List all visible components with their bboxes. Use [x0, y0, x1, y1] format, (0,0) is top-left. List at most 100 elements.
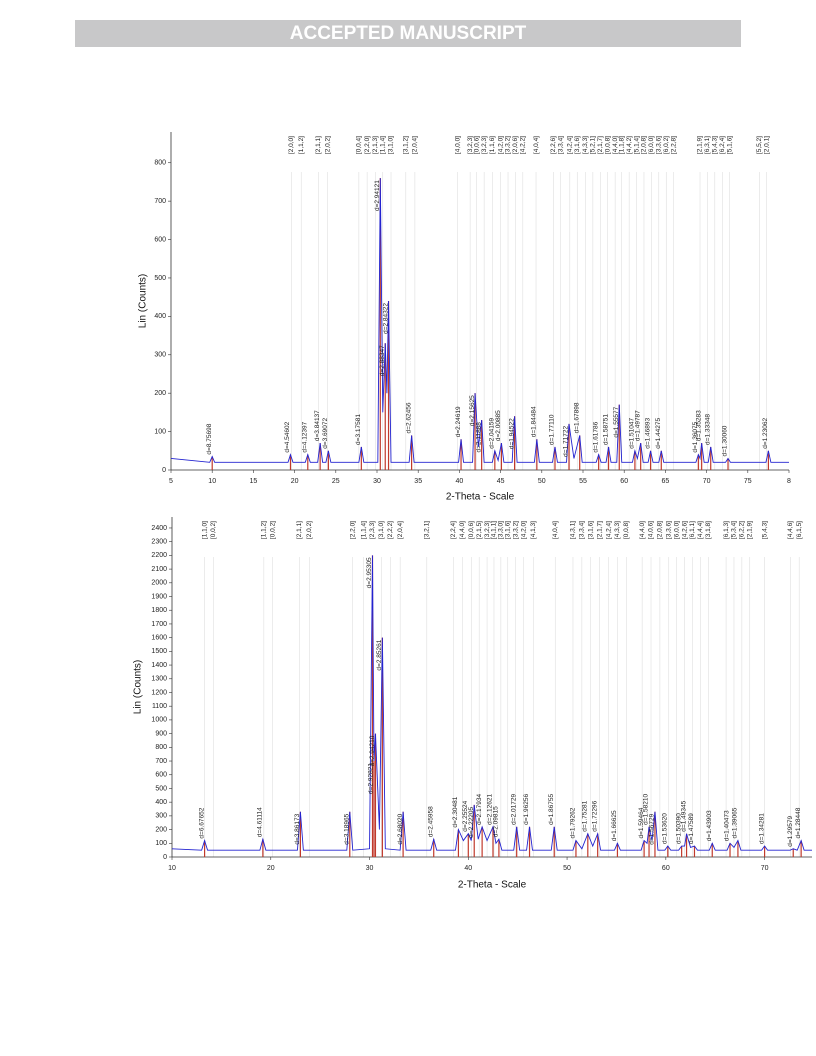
- chart: [2,0,0] [1,1,2] [2,1,1] [2,0,2] [0,0,4] [2,2,…: [138, 132, 791, 503]
- chart: [1,1,0] [0,0,2] [1,1,2] [0,0,2] [2,1,1] [2,0,…: [133, 517, 812, 891]
- y-tick-label: 800: [154, 160, 166, 167]
- hkl-label: [3,3,2]: [505, 136, 512, 154]
- d-spacing-label: d=1.47589: [688, 813, 695, 844]
- hkl-label: [4,2,4]: [605, 521, 612, 539]
- y-tick-label: 1200: [151, 689, 167, 696]
- y-tick-label: 700: [155, 758, 167, 765]
- hkl-label: [2,0,0]: [288, 136, 295, 154]
- d-spacing-label: d=2.04159: [489, 418, 496, 449]
- d-spacing-label: d=1.56729: [649, 813, 656, 844]
- hkl-label: [2,0,4]: [397, 521, 404, 539]
- y-tick-label: 1000: [151, 717, 167, 724]
- hkl-label: [6,1,5]: [796, 521, 803, 539]
- d-spacing-label: d=1.29579: [787, 815, 794, 846]
- hkl-label: [4,0,4]: [533, 136, 540, 154]
- d-spacing-label: d=1.46893: [644, 418, 651, 449]
- x-tick-label: 70: [761, 865, 769, 872]
- d-spacing-label: d=1.75281: [582, 800, 589, 831]
- x-axis-label: 2-Theta - Scale: [458, 880, 527, 891]
- x-tick-label: 50: [538, 478, 546, 485]
- hkl-label: [0,0,8]: [623, 521, 630, 539]
- hkl-label: [2,0,8]: [657, 521, 664, 539]
- d-spacing-label: d=1.34281: [758, 813, 765, 844]
- y-tick-label: 2400: [151, 525, 167, 532]
- banner: [75, 20, 741, 47]
- x-tick-label: 35: [414, 478, 422, 485]
- d-spacing-label: d=1.36075: [692, 421, 699, 452]
- d-spacing-label: d=1.33348: [704, 414, 711, 445]
- hkl-label: [6,2,4]: [719, 136, 726, 154]
- d-spacing-label: d=1.71722: [563, 426, 570, 457]
- x-tick-label: 5: [169, 478, 173, 485]
- hkl-label: [3,2,3]: [481, 136, 488, 154]
- y-tick-label: 1700: [151, 621, 167, 628]
- hkl-label: [6,3,1]: [704, 136, 711, 154]
- hkl-label: [2,2,2]: [387, 521, 394, 539]
- y-tick-label: 2200: [151, 552, 167, 559]
- hkl-label: [5,5,2]: [756, 136, 763, 154]
- d-spacing-label: d=1.61786: [592, 421, 599, 452]
- x-tick-label: 60: [620, 478, 628, 485]
- x-tick-label: 20: [267, 865, 275, 872]
- hkl-label: [1,1,4]: [379, 136, 386, 154]
- y-axis-label: Lin (Counts): [133, 660, 144, 714]
- d-spacing-label: d=4.12397: [302, 421, 309, 452]
- d-spacing-label: d=3.69072: [322, 418, 329, 449]
- hkl-label: [0,0,2]: [210, 521, 217, 539]
- hkl-label: [4,4,4]: [697, 521, 704, 539]
- hkl-label: [1,1,2]: [298, 136, 305, 154]
- d-spacing-label: d=2.12621: [487, 794, 494, 825]
- hkl-label: [0,0,6]: [468, 521, 475, 539]
- hkl-label: [1,1,4]: [360, 521, 367, 539]
- d-spacing-label: d=1.53620: [662, 813, 669, 844]
- x-tick-label: 45: [497, 478, 505, 485]
- y-tick-label: 900: [155, 730, 167, 737]
- d-spacing-label: d=1.67898: [573, 402, 580, 433]
- x-tick-label: 40: [456, 478, 464, 485]
- y-axis-label: Lin (Counts): [138, 274, 149, 328]
- hkl-label: [3,3,6]: [666, 521, 673, 539]
- x-tick-label: 15: [250, 478, 258, 485]
- y-tick-label: 100: [154, 428, 166, 435]
- hkl-label: [3,1,0]: [388, 136, 395, 154]
- x-tick-label: 60: [662, 865, 670, 872]
- y-tick-label: 500: [155, 785, 167, 792]
- hkl-label: [3,1,6]: [587, 521, 594, 539]
- hkl-label: [2,2,0]: [364, 136, 371, 154]
- d-spacing-label: d=2.25524: [462, 800, 469, 831]
- d-spacing-label: d=8.75698: [206, 423, 213, 454]
- x-tick-label: 8: [787, 478, 791, 485]
- hkl-label: [5,4,3]: [712, 136, 719, 154]
- y-tick-label: 100: [155, 840, 167, 847]
- d-spacing-label: d=2.11888: [475, 422, 482, 453]
- hkl-label: [2,1,9]: [697, 136, 704, 154]
- d-spacing-label: d=1.30060: [722, 425, 729, 456]
- d-spacing-label: d=1.94522: [508, 418, 515, 449]
- y-tick-label: 400: [154, 313, 166, 320]
- hkl-label: [2,1,1]: [315, 136, 322, 154]
- hkl-label: [2,0,8]: [641, 136, 648, 154]
- hkl-label: [4,4,0]: [459, 521, 466, 539]
- hkl-label: [4,3,1]: [570, 521, 577, 539]
- d-spacing-label: d=3.86173: [294, 813, 301, 844]
- hkl-label: [2,1,9]: [746, 521, 753, 539]
- d-spacing-label: d=1.35283: [695, 410, 702, 441]
- hkl-label: [3,3,4]: [557, 136, 564, 154]
- hkl-label: [6,0,0]: [648, 136, 655, 154]
- d-spacing-label: d=1.39065: [732, 807, 739, 838]
- hkl-label: [4,2,0]: [497, 136, 504, 154]
- hkl-label: [2,0,2]: [324, 136, 331, 154]
- d-spacing-label: d=1.86755: [548, 794, 555, 825]
- hkl-label: [1,1,0]: [201, 521, 208, 539]
- hkl-label: [2,1,7]: [597, 136, 604, 154]
- d-spacing-label: d=2.01729: [510, 794, 517, 825]
- hkl-label: [6,1,1]: [689, 521, 696, 539]
- hkl-label: [4,0,6]: [648, 521, 655, 539]
- d-spacing-label: d=2.22205: [468, 807, 475, 838]
- hkl-label: [4,0,0]: [454, 136, 461, 154]
- hkl-label: [3,1,0]: [378, 521, 385, 539]
- hkl-label: [4,4,2]: [626, 136, 633, 154]
- hkl-label: [5,1,6]: [726, 136, 733, 154]
- y-tick-label: 700: [154, 198, 166, 205]
- hkl-label: [2,3,3]: [369, 521, 376, 539]
